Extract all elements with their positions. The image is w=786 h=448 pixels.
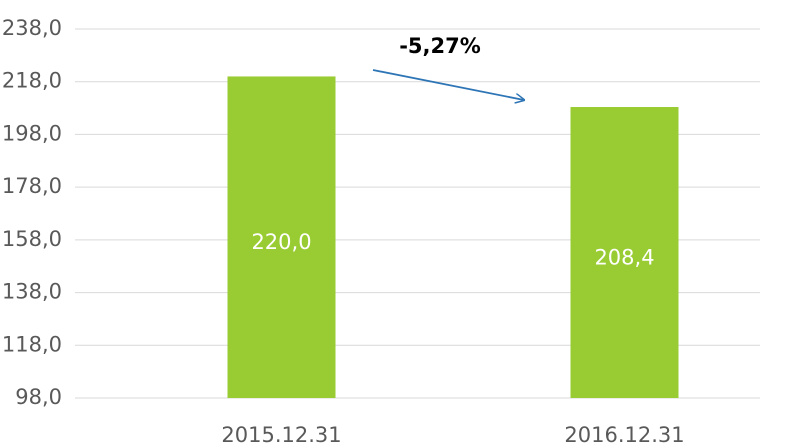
- x-tick-label: 2016.12.31: [564, 423, 684, 447]
- y-tick-label: 198,0: [2, 121, 62, 145]
- value-label: 220,0: [251, 230, 311, 254]
- y-tick-label: 178,0: [2, 174, 62, 198]
- value-label: 208,4: [594, 246, 654, 270]
- y-tick-label: 238,0: [2, 16, 62, 40]
- change-arrow: [372, 69, 524, 100]
- y-tick-label: 118,0: [2, 332, 62, 356]
- annotation: -5,27%: [399, 34, 481, 58]
- y-tick-label: 218,0: [2, 69, 62, 93]
- bar: [570, 107, 679, 398]
- y-tick-label: 158,0: [2, 227, 62, 251]
- bar: [227, 76, 336, 398]
- y-tick-label: 98,0: [15, 385, 62, 409]
- x-tick-label: 2015.12.31: [221, 423, 341, 447]
- y-tick-label: 138,0: [2, 280, 62, 304]
